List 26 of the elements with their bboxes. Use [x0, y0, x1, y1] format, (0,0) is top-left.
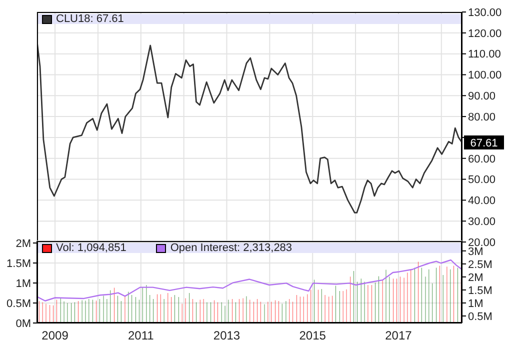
y-tick-label: 130.00	[468, 6, 502, 19]
y-tick-label: 0.5M	[6, 298, 31, 310]
legend-label: Vol: 1,094,851	[56, 242, 126, 254]
y-tick-label: 80.00	[468, 111, 496, 124]
y-tick-label: 40.00	[468, 195, 496, 208]
legend-label: Open Interest: 2,313,283	[170, 242, 292, 254]
x-tick-label: 2017	[385, 328, 412, 343]
y2-tick-label: 3M	[468, 246, 484, 258]
y-tick-label: 110.00	[468, 48, 501, 61]
x-tick-label: 2013	[213, 328, 240, 343]
annotation: 67.61	[470, 137, 498, 150]
x-tick-label: 2011	[128, 328, 154, 343]
y-tick-label: 1.5M	[6, 258, 31, 270]
y-tick-label: 2M	[16, 238, 31, 250]
y-tick-label: 90.00	[468, 90, 496, 103]
y-tick-label: 50.00	[468, 174, 496, 186]
y-tick-label: 60.00	[468, 153, 496, 166]
x-tick-label: 2009	[42, 328, 69, 343]
y2-tick-label: 2.5M	[468, 258, 492, 271]
x-tick-label: 2015	[299, 328, 326, 343]
legend-label: CLU18: 67.61	[56, 13, 124, 25]
y-tick-label: 120.00	[468, 28, 502, 40]
y-tick-label: 0M	[16, 318, 31, 330]
y-tick-label: 1M	[16, 278, 31, 290]
y-tick-label: 100.00	[468, 70, 502, 82]
y-tick-label: 30.00	[468, 216, 496, 228]
